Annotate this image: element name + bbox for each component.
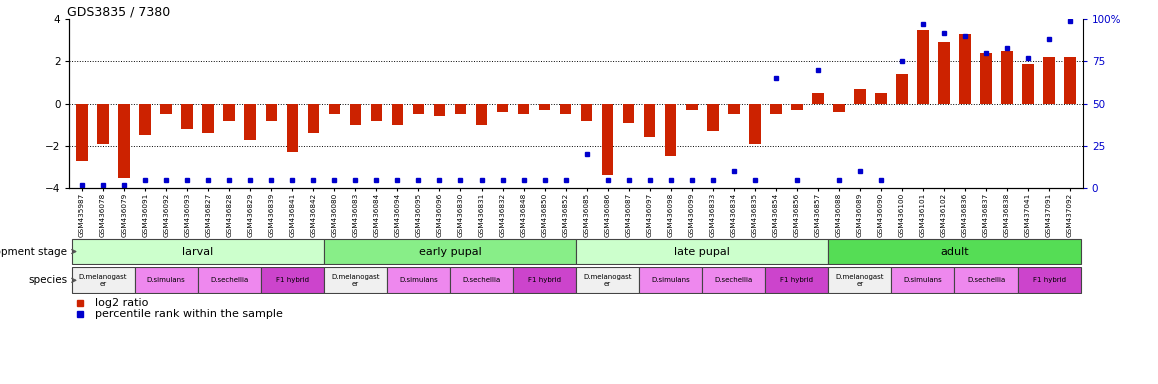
Bar xyxy=(518,104,529,114)
Bar xyxy=(513,267,577,293)
Text: D.sechellia: D.sechellia xyxy=(967,277,1005,283)
Text: D.simulans: D.simulans xyxy=(903,277,943,283)
Bar xyxy=(72,267,134,293)
Bar xyxy=(450,267,513,293)
Bar xyxy=(134,267,198,293)
Bar xyxy=(708,104,718,131)
Text: D.sechellia: D.sechellia xyxy=(462,277,500,283)
Bar xyxy=(577,238,828,265)
Text: adult: adult xyxy=(940,247,969,257)
Bar xyxy=(954,267,1018,293)
Bar xyxy=(896,74,908,104)
Bar xyxy=(959,34,970,104)
Bar xyxy=(434,104,445,116)
Bar xyxy=(765,267,828,293)
Bar xyxy=(118,104,130,177)
Text: GDS3835 / 7380: GDS3835 / 7380 xyxy=(67,5,170,18)
Bar xyxy=(391,104,403,125)
Bar xyxy=(538,104,550,110)
Bar xyxy=(623,104,635,123)
Bar xyxy=(182,104,193,129)
Bar xyxy=(728,104,740,114)
Bar xyxy=(72,238,324,265)
Text: F1 hybrid: F1 hybrid xyxy=(528,277,562,283)
Text: development stage: development stage xyxy=(0,247,67,257)
Text: F1 hybrid: F1 hybrid xyxy=(780,277,813,283)
Bar xyxy=(791,104,802,110)
Bar xyxy=(350,104,361,125)
Text: F1 hybrid: F1 hybrid xyxy=(276,277,309,283)
Text: late pupal: late pupal xyxy=(674,247,731,257)
Bar xyxy=(875,93,887,104)
Bar xyxy=(1043,57,1055,104)
Bar xyxy=(1064,57,1076,104)
Bar xyxy=(412,104,424,114)
Bar xyxy=(1018,267,1080,293)
Text: D.melanogast
er: D.melanogast er xyxy=(836,274,885,287)
Text: D.melanogast
er: D.melanogast er xyxy=(79,274,127,287)
Bar xyxy=(261,267,324,293)
Bar xyxy=(702,267,765,293)
Bar xyxy=(286,104,298,152)
Bar xyxy=(497,104,508,112)
Text: D.sechellia: D.sechellia xyxy=(210,277,248,283)
Text: log2 ratio: log2 ratio xyxy=(95,298,148,308)
Bar xyxy=(203,104,214,133)
Bar xyxy=(244,104,256,140)
Text: D.simulans: D.simulans xyxy=(400,277,438,283)
Bar xyxy=(749,104,761,144)
Text: D.sechellia: D.sechellia xyxy=(714,277,753,283)
Bar xyxy=(476,104,488,125)
Bar xyxy=(139,104,151,136)
Bar xyxy=(371,104,382,121)
Text: early pupal: early pupal xyxy=(418,247,482,257)
Bar xyxy=(665,104,676,157)
Bar xyxy=(308,104,320,133)
Bar xyxy=(639,267,702,293)
Bar xyxy=(324,267,387,293)
Text: D.simulans: D.simulans xyxy=(651,277,690,283)
Text: species: species xyxy=(28,275,67,285)
Bar xyxy=(97,104,109,144)
Bar xyxy=(833,104,844,112)
Bar xyxy=(76,104,88,161)
Bar xyxy=(892,267,954,293)
Bar xyxy=(387,267,450,293)
Bar xyxy=(602,104,614,175)
Bar xyxy=(855,89,866,104)
Text: D.melanogast
er: D.melanogast er xyxy=(584,274,632,287)
Bar xyxy=(455,104,467,114)
Text: D.melanogast
er: D.melanogast er xyxy=(331,274,380,287)
Bar xyxy=(265,104,277,121)
Bar xyxy=(198,267,261,293)
Bar xyxy=(577,267,639,293)
Bar xyxy=(981,53,991,104)
Bar xyxy=(324,238,577,265)
Bar xyxy=(581,104,593,121)
Text: F1 hybrid: F1 hybrid xyxy=(1033,277,1065,283)
Bar xyxy=(770,104,782,114)
Bar xyxy=(686,104,697,110)
Bar xyxy=(812,93,823,104)
Text: percentile rank within the sample: percentile rank within the sample xyxy=(95,309,283,319)
Bar xyxy=(644,104,655,137)
Bar xyxy=(917,30,929,104)
Text: larval: larval xyxy=(182,247,213,257)
Bar xyxy=(828,238,1080,265)
Bar xyxy=(559,104,571,114)
Text: D.simulans: D.simulans xyxy=(147,277,185,283)
Bar xyxy=(828,267,892,293)
Bar xyxy=(1023,64,1034,104)
Bar xyxy=(938,43,950,104)
Bar xyxy=(1002,51,1013,104)
Bar xyxy=(329,104,340,114)
Bar xyxy=(161,104,171,114)
Bar xyxy=(223,104,235,121)
